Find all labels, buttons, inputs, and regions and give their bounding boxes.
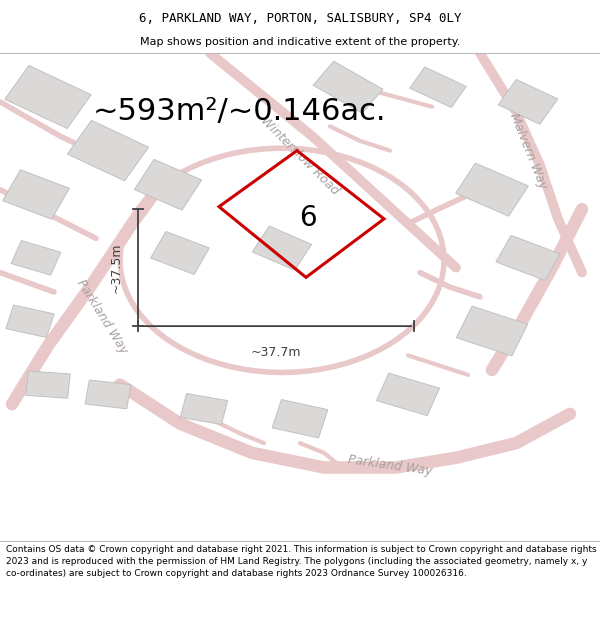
Polygon shape [2,170,70,219]
Text: Map shows position and indicative extent of the property.: Map shows position and indicative extent… [140,38,460,48]
Polygon shape [376,373,440,416]
Text: Winterslow Road: Winterslow Road [258,114,342,198]
Polygon shape [410,67,466,108]
Text: Contains OS data © Crown copyright and database right 2021. This information is : Contains OS data © Crown copyright and d… [6,545,596,578]
Polygon shape [151,231,209,274]
Polygon shape [26,371,70,398]
Polygon shape [272,399,328,438]
Polygon shape [457,306,527,356]
Polygon shape [496,236,560,281]
Polygon shape [253,226,311,270]
Text: ~37.5m: ~37.5m [110,242,123,293]
Text: Parkland Way: Parkland Way [74,277,130,356]
Polygon shape [85,380,131,409]
Polygon shape [455,163,529,216]
Text: Parkland Way: Parkland Way [347,452,433,478]
Polygon shape [5,66,91,129]
Polygon shape [313,61,383,113]
Polygon shape [134,159,202,210]
Text: ~593m²/~0.146ac.: ~593m²/~0.146ac. [93,97,387,126]
Text: Malvern Way: Malvern Way [507,111,549,191]
Text: 6, PARKLAND WAY, PORTON, SALISBURY, SP4 0LY: 6, PARKLAND WAY, PORTON, SALISBURY, SP4 … [139,11,461,24]
Polygon shape [11,241,61,275]
Text: ~37.7m: ~37.7m [251,346,301,359]
Polygon shape [181,394,227,424]
Polygon shape [498,79,558,124]
Polygon shape [6,305,54,338]
Polygon shape [67,121,149,181]
Text: 6: 6 [299,204,316,232]
